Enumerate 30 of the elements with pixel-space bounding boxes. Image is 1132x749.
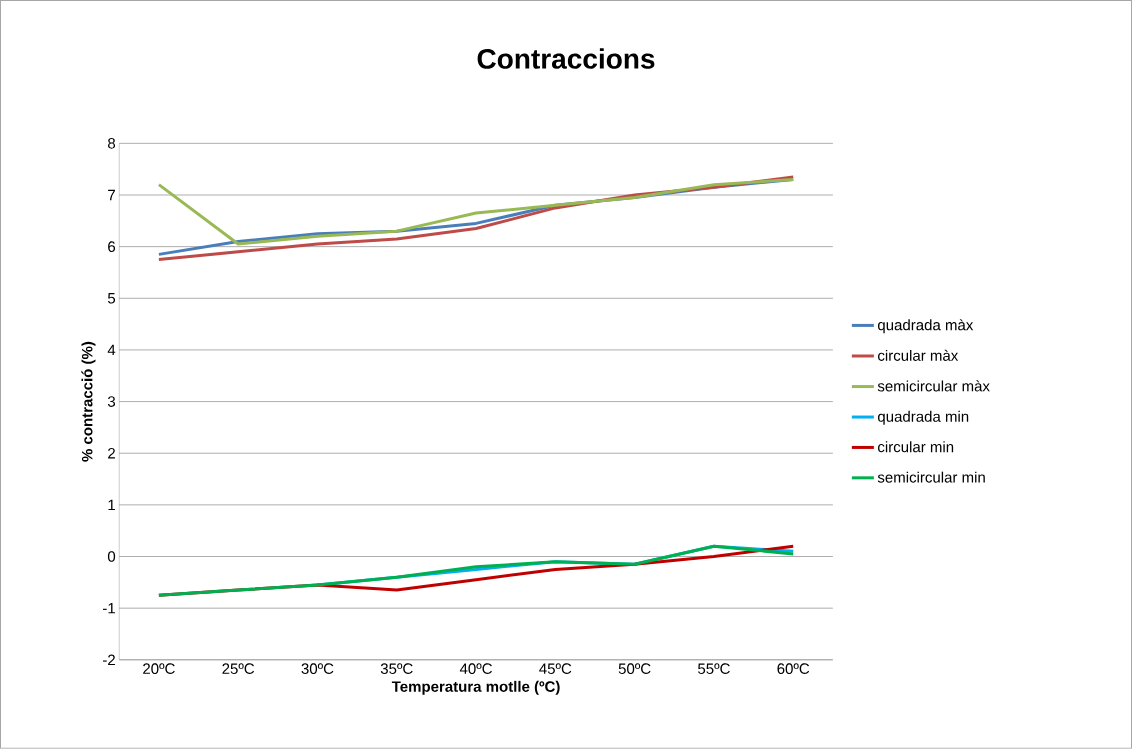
legend-label: quadrada min: [878, 411, 969, 426]
y-axis-title: % contracció (%): [81, 342, 96, 462]
x-axis-title: Temperatura motlle (ºC): [391, 681, 560, 696]
legend-label: semicircular màx: [877, 380, 990, 392]
y-tick-label: 6: [108, 241, 116, 253]
x-tick-label: 40ºC: [459, 663, 492, 675]
x-tick-label: 60ºC: [777, 663, 810, 675]
y-tick-label: 0: [107, 551, 116, 562]
y-tick-label: 3: [107, 396, 116, 408]
y-tick-label: -1: [103, 603, 115, 614]
x-tick-label: 20ºC: [143, 663, 175, 675]
chart-title: Contraccions: [477, 48, 655, 69]
y-tick-label: 7: [108, 190, 115, 201]
legend-label: circular màx: [878, 349, 959, 362]
y-tick-label: 5: [107, 293, 116, 304]
y-tick-label: 4: [107, 344, 116, 356]
x-tick-label: 50ºC: [618, 663, 651, 675]
x-tick-label: 45ºC: [539, 663, 572, 675]
x-tick-label: 25ºC: [222, 663, 255, 675]
x-tick-label: 30ºC: [301, 663, 334, 675]
legend-label: quadrada màx: [878, 319, 974, 334]
y-tick-label: 2: [108, 448, 115, 459]
y-tick-label: 1: [108, 499, 115, 511]
legend-label: circular min: [878, 441, 954, 453]
x-tick-label: 35ºC: [380, 663, 413, 675]
y-tick-label: -2: [103, 654, 115, 666]
y-tick-label: 8: [108, 138, 116, 149]
x-tick-label: 55ºC: [698, 663, 730, 675]
legend-label: semicircular min: [877, 471, 985, 483]
line-series: [157, 544, 795, 597]
